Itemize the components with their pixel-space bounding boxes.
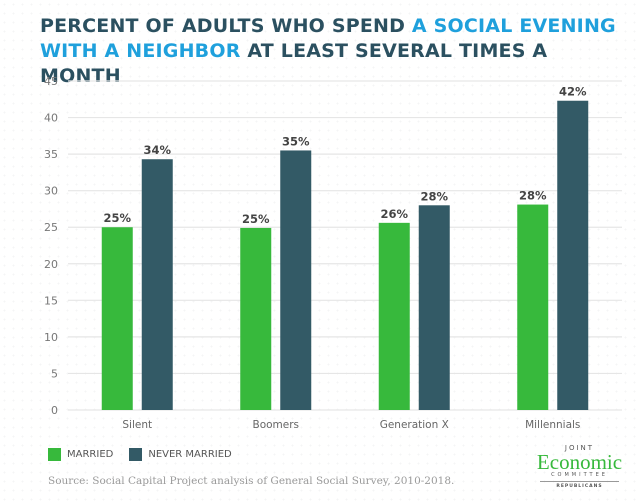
title-highlight-1: A SOCIAL EVENING <box>411 15 616 37</box>
legend-swatch-married <box>48 448 61 461</box>
data-label: 42% <box>559 85 587 99</box>
y-tick-label: 40 <box>44 112 58 125</box>
data-label: 28% <box>420 189 448 203</box>
title-highlight-2: WITH A NEIGHBOR <box>40 40 241 62</box>
bar-never-married <box>418 205 450 410</box>
legend: MARRIED NEVER MARRIED <box>48 448 248 461</box>
logo-economic: Economic <box>536 450 623 474</box>
y-tick-label: 5 <box>51 367 58 380</box>
jec-logo: JOINT Economic COMMITTEE REPUBLICANS <box>532 444 627 489</box>
logo-republicans: REPUBLICANS <box>556 484 603 489</box>
bar-married <box>101 227 133 410</box>
data-label: 25% <box>103 211 131 225</box>
bar-never-married <box>280 150 312 410</box>
logo-divider <box>540 481 619 482</box>
y-tick-label: 20 <box>44 258 58 271</box>
data-label: 26% <box>380 207 408 221</box>
data-label: 28% <box>519 189 547 203</box>
bar-never-married <box>557 100 589 411</box>
y-tick-label: 10 <box>44 331 58 344</box>
x-tick-label: Millennials <box>525 419 580 431</box>
y-tick-label: 25 <box>44 221 58 234</box>
bar-married <box>517 204 549 410</box>
logo-committee: COMMITTEE <box>551 472 608 478</box>
legend-item-never-married: NEVER MARRIED <box>129 448 232 461</box>
y-tick-label: 15 <box>44 294 58 307</box>
legend-item-married: MARRIED <box>48 448 113 461</box>
data-label: 34% <box>143 143 171 157</box>
y-tick-label: 35 <box>44 148 58 161</box>
logo-joint: JOINT <box>564 444 595 452</box>
data-label: 25% <box>242 212 270 226</box>
source-note: Source: Social Capital Project analysis … <box>48 475 455 487</box>
data-label: 35% <box>282 134 310 148</box>
x-tick-label: Silent <box>122 419 152 431</box>
x-tick-label: Generation X <box>380 419 449 431</box>
legend-label-never-married: NEVER MARRIED <box>148 449 232 460</box>
bar-never-married <box>141 159 173 410</box>
x-tick-label: Boomers <box>252 419 299 431</box>
legend-swatch-never-married <box>129 448 143 461</box>
y-tick-label: 45 <box>44 75 58 88</box>
bar-married <box>378 222 410 410</box>
y-tick-label: 0 <box>51 404 58 417</box>
y-tick-label: 30 <box>44 185 58 198</box>
legend-label-married: MARRIED <box>67 449 114 460</box>
bar-married <box>240 227 272 410</box>
title-part-1: PERCENT OF ADULTS WHO SPEND <box>40 15 412 37</box>
